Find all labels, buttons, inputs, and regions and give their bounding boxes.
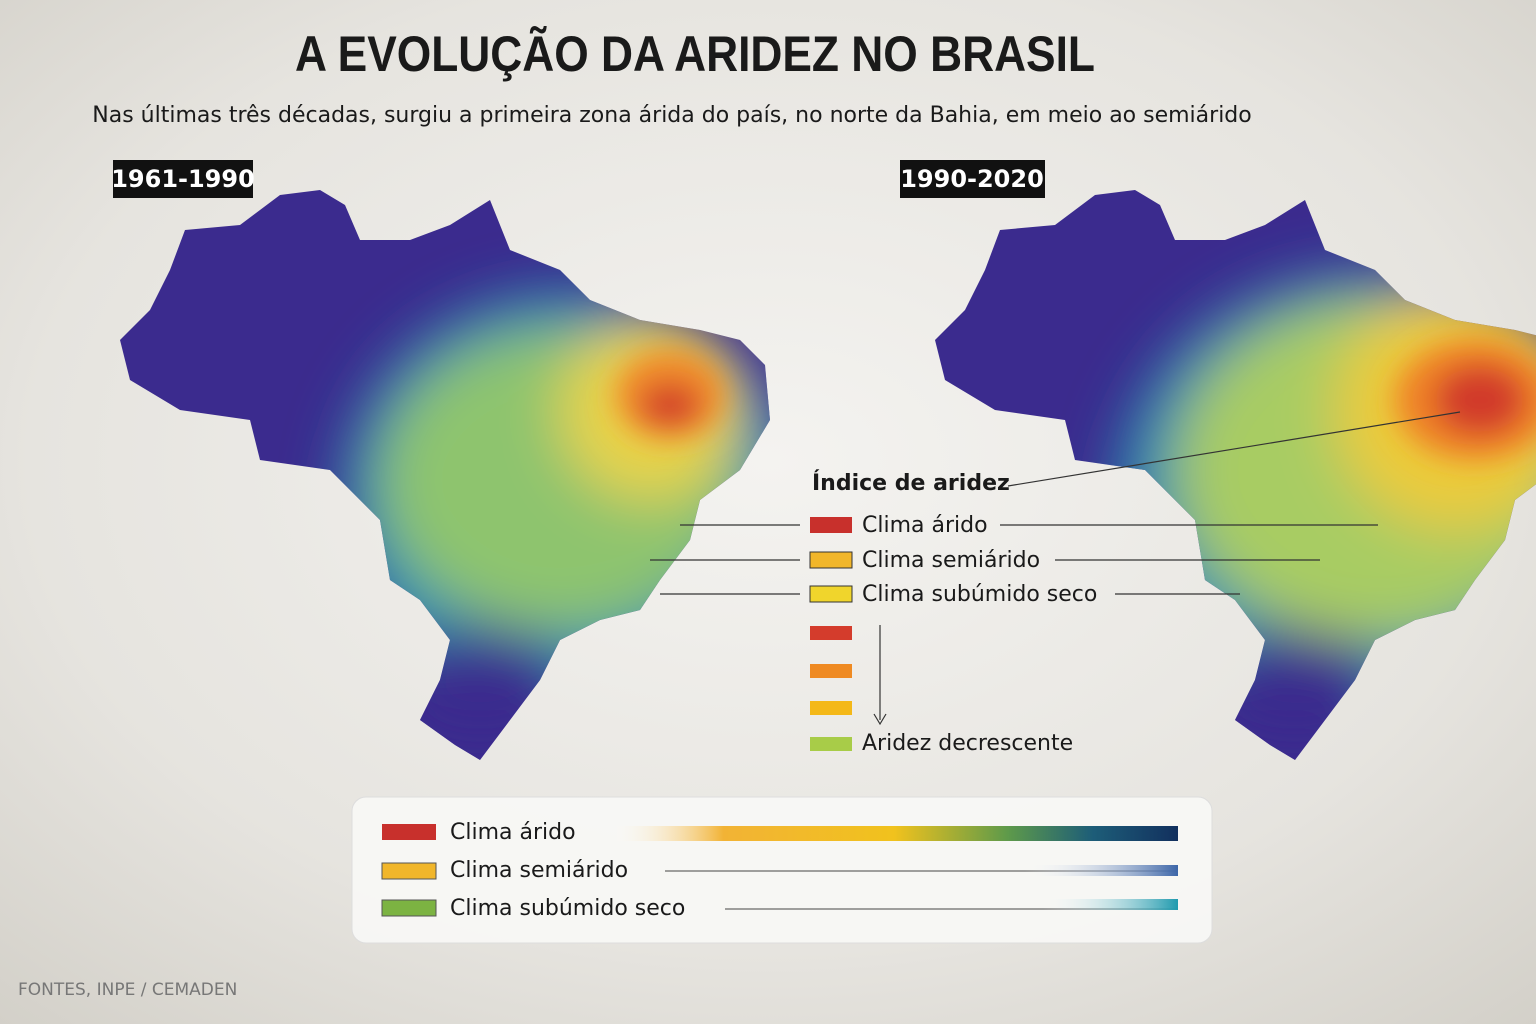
legend-title: Índice de aridez (812, 470, 1010, 496)
legend-scale-end: Aridez decrescente (862, 731, 1073, 756)
bottom-legend: Clima árido Clima semiárido Clima subúmi… (351, 796, 1213, 944)
source: FONTES, INPE / CEMADEN (18, 980, 237, 1000)
swatch (810, 517, 852, 533)
title: A EVOLUÇÃO DA ARIDEZ NO BRASIL (295, 26, 1095, 82)
bottom-legend-item: Clima semiárido (450, 858, 628, 883)
swatch (810, 701, 852, 715)
swatch (809, 551, 853, 569)
swatch (810, 737, 852, 751)
arrow (873, 713, 887, 726)
bottom-legend-item: Clima subúmido seco (450, 896, 685, 921)
legend-item: Clima semiárido (862, 548, 1040, 573)
legend-item: Clima subúmido seco (862, 582, 1097, 607)
period-label: 1990-2020 (900, 165, 1044, 193)
aridity-legend (650, 411, 1461, 720)
subtitle: Nas últimas três décadas, surgiu a prime… (92, 103, 1251, 128)
bottom-legend-item: Clima árido (450, 820, 576, 845)
swatch (810, 626, 852, 640)
swatch (810, 664, 852, 678)
swatch (809, 585, 853, 603)
legend-item: Clima árido (862, 513, 988, 538)
period-label: 1961-1990 (111, 165, 255, 193)
